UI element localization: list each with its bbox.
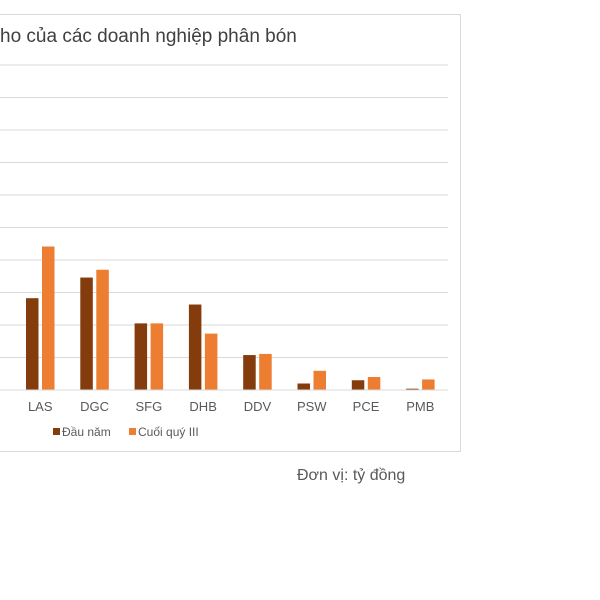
bar-dgc-dau-nam: [80, 277, 93, 390]
bar-sfg-dau-nam: [134, 323, 148, 390]
bar-las-dau-nam: [26, 298, 39, 390]
chart-title: ho của các doanh nghiệp phân bón: [0, 26, 297, 47]
bar-psw-dau-nam: [297, 383, 310, 390]
x-tick-labels: LAS DGC SFG DHB DDV PSW PCE PMB: [28, 399, 434, 414]
x-tick-label: DHB: [189, 399, 216, 414]
x-tick-label: PCE: [353, 399, 380, 414]
chart-frame: [0, 14, 461, 452]
x-tick-label: DGC: [80, 399, 109, 414]
bar-ddv-cuoi-quy-iii: [259, 353, 272, 390]
bar-las-cuoi-quy-iii: [42, 246, 55, 390]
x-tick-label: PSW: [297, 399, 327, 414]
bar-pce-cuoi-quy-iii: [367, 377, 381, 390]
bar-pmb-cuoi-quy-iii: [422, 379, 435, 390]
bar-sfg-cuoi-quy-iii: [150, 323, 164, 390]
bar-dhb-cuoi-quy-iii: [204, 333, 218, 390]
legend-swatch: [129, 428, 136, 435]
unit-note: Đơn vị: tỷ đồng: [297, 467, 406, 484]
bar-psw-cuoi-quy-iii: [313, 370, 326, 390]
legend-swatch: [53, 428, 60, 435]
x-tick-label: DDV: [244, 399, 272, 414]
x-tick-label: SFG: [135, 399, 162, 414]
legend-label: Đầu năm: [62, 425, 111, 439]
legend-label: Cuối quý III: [138, 425, 199, 439]
x-tick-label: PMB: [406, 399, 434, 414]
bar-pce-dau-nam: [351, 380, 365, 390]
legend: Đầu năm Cuối quý III: [53, 425, 199, 439]
bar-pmb-dau-nam: [406, 388, 419, 390]
bar-dhb-dau-nam: [188, 304, 202, 390]
bar-dgc-cuoi-quy-iii: [96, 269, 109, 390]
gridlines: [0, 64, 448, 358]
x-tick-label: LAS: [28, 399, 53, 414]
bars: [26, 246, 435, 390]
bar-ddv-dau-nam: [243, 355, 256, 390]
